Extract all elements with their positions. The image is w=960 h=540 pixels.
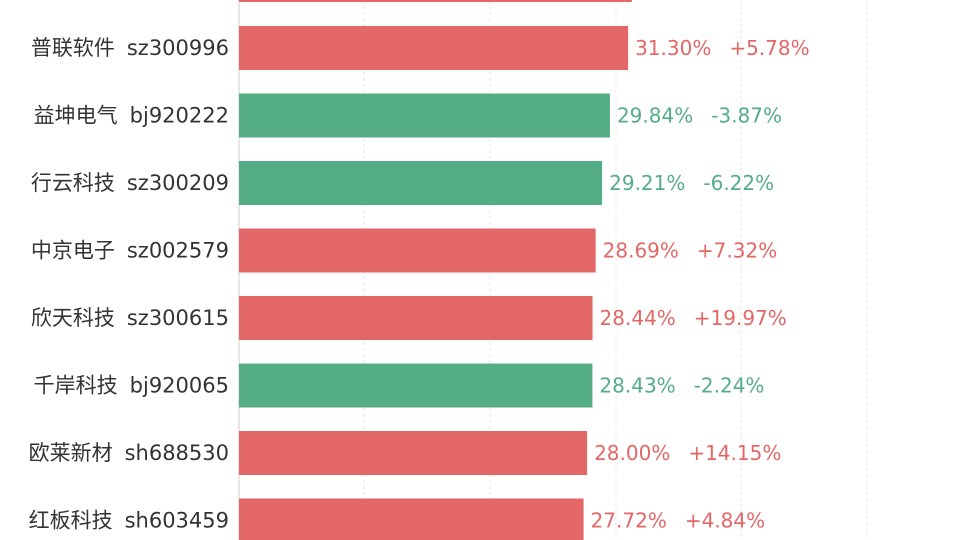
stock-name-sh688530: 欧莱新材: [29, 441, 113, 465]
value-label-sz300209: 29.21%: [609, 171, 685, 195]
stock-name-bj920065: 千岸科技: [34, 374, 118, 398]
bar-partial-top: [239, 0, 632, 2]
change-label-sz300996: +5.78%: [729, 36, 809, 60]
data-label-bj920065: 28.43% -2.24%: [599, 374, 764, 398]
value-label-sz300996: 31.30%: [635, 36, 711, 60]
bar-sz002579: [239, 228, 596, 273]
value-label-sz002579: 28.69%: [603, 239, 679, 263]
value-label-sh603459: 27.72%: [591, 509, 667, 533]
stock-code-sh688530: sh688530: [125, 441, 229, 465]
data-label-sh603459: 27.72% +4.84%: [591, 509, 766, 533]
stock-name-bj920222: 益坤电气: [34, 104, 118, 128]
data-label-bj920222: 29.84% -3.87%: [617, 104, 782, 128]
stock-name-sz300209: 行云科技: [31, 171, 115, 195]
bar-sh688530: [239, 431, 588, 475]
bar-bj920065: [239, 363, 593, 408]
stock-code-bj920222: bj920222: [130, 104, 229, 128]
bar-sz300209: [239, 161, 603, 205]
change-label-bj920222: -3.87%: [711, 104, 782, 128]
data-label-sz300996: 31.30% +5.78%: [635, 36, 810, 60]
stock-name-sh603459: 红板科技: [29, 509, 113, 533]
label-layer: 普联软件 sz300996 31.30% +5.78% 益坤电气 bj920222 29.8…: [29, 36, 810, 533]
stock-name-sz300996: 普联软件: [31, 36, 115, 60]
value-label-sh688530: 28.00%: [594, 441, 670, 465]
bar-layer: [239, 0, 632, 540]
change-label-sz300209: -6.22%: [703, 171, 774, 195]
bar-sh603459: [239, 498, 584, 540]
change-label-sz002579: +7.32%: [697, 239, 777, 263]
label-column-background: [0, 0, 240, 540]
category-label-sh603459: 红板科技 sh603459: [29, 509, 229, 533]
bar-sz300615: [239, 296, 593, 340]
category-label-bj920065: 千岸科技 bj920065: [34, 374, 229, 398]
category-label-sz300615: 欣天科技 sz300615: [31, 306, 229, 330]
change-label-sz300615: +19.97%: [694, 306, 787, 330]
stock-code-sz002579: sz002579: [127, 239, 229, 263]
data-label-sz300209: 29.21% -6.22%: [609, 171, 774, 195]
value-label-bj920222: 29.84%: [617, 104, 693, 128]
stock-code-sz300996: sz300996: [127, 36, 229, 60]
stock-code-sz300615: sz300615: [127, 306, 229, 330]
category-label-sz300209: 行云科技 sz300209: [31, 171, 229, 195]
data-label-sh688530: 28.00% +14.15%: [594, 441, 781, 465]
bar-bj920222: [239, 93, 610, 138]
bar-sz300996: [239, 26, 629, 70]
stock-code-sz300209: sz300209: [127, 171, 229, 195]
value-label-bj920065: 28.43%: [599, 374, 675, 398]
change-label-sh688530: +14.15%: [688, 441, 781, 465]
data-label-sz002579: 28.69% +7.32%: [603, 239, 778, 263]
change-label-bj920065: -2.24%: [694, 374, 765, 398]
category-label-sh688530: 欧莱新材 sh688530: [29, 441, 229, 465]
category-label-bj920222: 益坤电气 bj920222: [34, 104, 229, 128]
value-label-sz300615: 28.44%: [600, 306, 676, 330]
category-label-sz300996: 普联软件 sz300996: [31, 36, 229, 60]
category-label-sz002579: 中京电子 sz002579: [31, 239, 229, 263]
stock-name-sz002579: 中京电子: [31, 239, 115, 263]
stock-code-bj920065: bj920065: [130, 374, 229, 398]
data-label-sz300615: 28.44% +19.97%: [600, 306, 787, 330]
change-label-sh603459: +4.84%: [685, 509, 765, 533]
stock-code-sh603459: sh603459: [125, 509, 229, 533]
stock-name-sz300615: 欣天科技: [31, 306, 115, 330]
